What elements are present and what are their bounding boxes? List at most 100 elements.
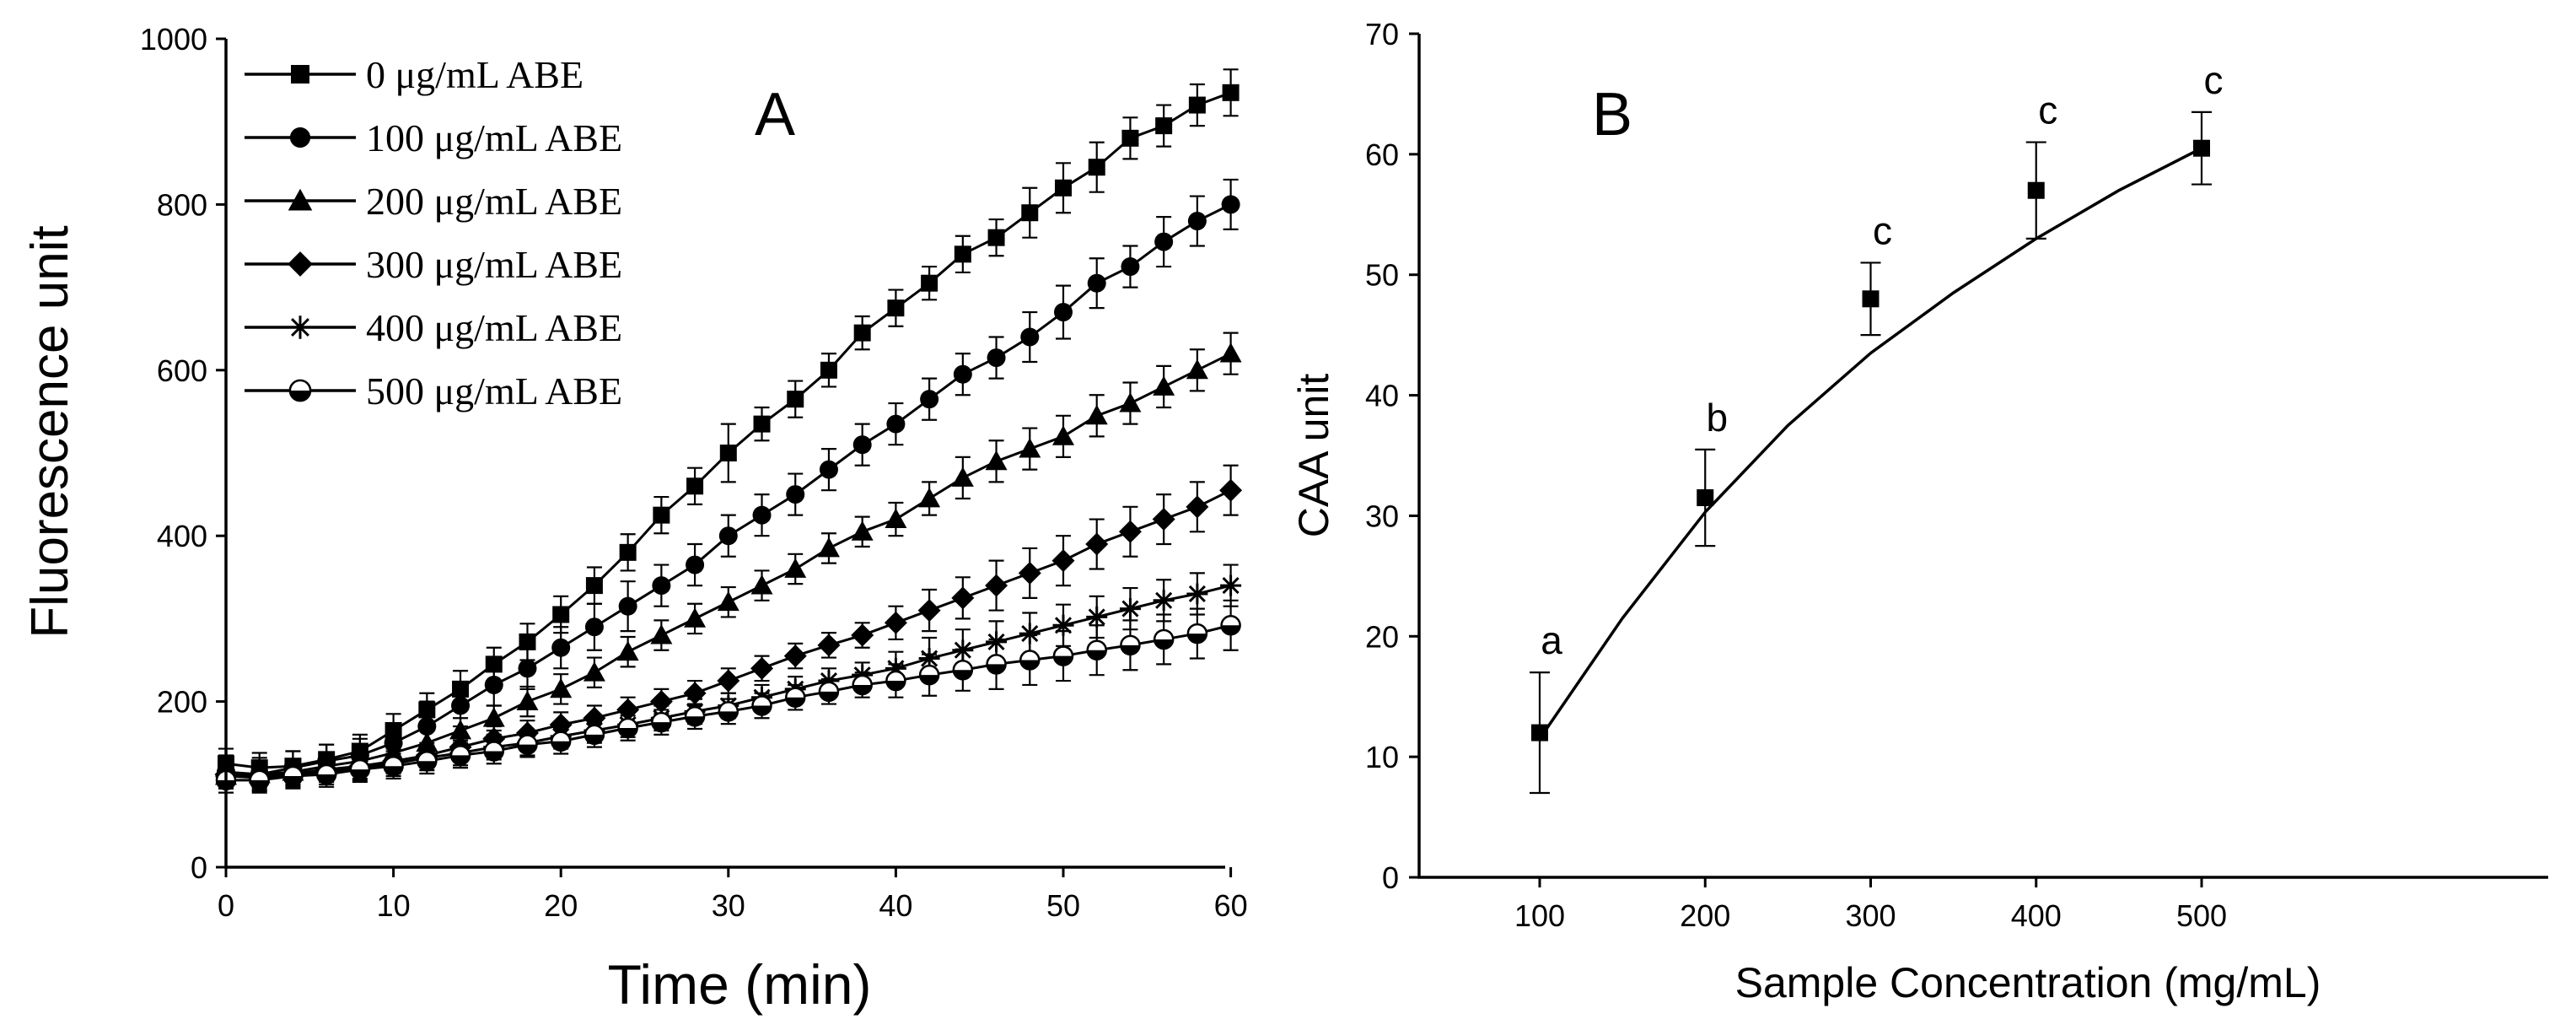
panel-a-data-point — [1021, 204, 1039, 222]
panel-a-data-point — [315, 763, 337, 785]
panel-a-data-point — [584, 617, 604, 637]
panel-a-data-point — [852, 674, 873, 696]
panel-a-data-point — [1054, 303, 1073, 322]
panel-b-y-axis-title: CAA unit — [1290, 374, 1337, 538]
panel-a-data-point — [818, 681, 840, 703]
panel-b-y-tick-label: 10 — [1365, 740, 1399, 774]
panel-a-data-point — [918, 648, 940, 670]
panel-b-x-tick-label: 200 — [1680, 898, 1730, 933]
panel-b-data-point — [1862, 290, 1880, 308]
legend-label: 500 μg/mL ABE — [366, 369, 622, 413]
panel-a-data-point — [817, 537, 840, 558]
legend-label: 300 μg/mL ABE — [366, 243, 622, 286]
panel-a-data-point — [686, 555, 705, 574]
panel-a-x-tick-label: 0 — [218, 888, 234, 923]
panel-a-data-point — [718, 526, 738, 546]
panel-a-data-point — [920, 390, 939, 409]
panel-a-data-point — [853, 324, 871, 342]
panel-b-fit-curve — [1538, 147, 2202, 740]
panel-a-data-point — [750, 574, 773, 595]
legend-marker — [288, 315, 312, 339]
panel-a-data-point — [1152, 508, 1175, 531]
panel-a-data-point — [1087, 273, 1106, 293]
panel-a-data-point — [1187, 212, 1207, 231]
panel-a-data-point — [987, 229, 1005, 246]
panel-b-x-tick-label: 400 — [2011, 898, 2062, 933]
legend-marker — [289, 127, 311, 148]
panel-a-y-tick-label: 400 — [157, 519, 207, 553]
panel-a-data-point — [416, 731, 438, 752]
panel-a-data-point — [616, 698, 640, 721]
panel-a-data-point — [449, 745, 471, 766]
panel-a-data-point — [686, 477, 704, 495]
panel-b-y-tick-label: 30 — [1365, 499, 1399, 533]
panel-a-y-tick-label: 800 — [157, 187, 207, 222]
panel-a-data-point — [1019, 623, 1041, 644]
panel-a-axes: 0 200 400 600 800 1000 0 10 20 30 40 50 60 — [140, 22, 1248, 923]
panel-a-data-point — [986, 631, 1008, 653]
panel-a-chart: 0 200 400 600 800 1000 0 10 20 30 40 50 60 A Time (m… — [21, 22, 1248, 1016]
panel-b-x-tick-label: 100 — [1514, 898, 1565, 933]
panel-a-data-point — [952, 639, 974, 661]
panel-a-data-point — [784, 687, 806, 708]
legend-entry: 100 μg/mL ABE — [245, 116, 622, 159]
panel-a-data-point — [583, 661, 605, 682]
panel-a-data-point — [1052, 645, 1074, 666]
panel-a-data-point — [485, 655, 503, 673]
panel-a-data-point — [1085, 532, 1109, 556]
panel-a-data-point — [551, 638, 571, 657]
panel-a-data-point — [1086, 639, 1107, 661]
panel-b-significance-label: c — [2204, 58, 2224, 102]
legend-entry: 500 μg/mL ABE — [245, 369, 622, 413]
panel-a-data-point — [1119, 598, 1141, 620]
legend-label: 100 μg/mL ABE — [366, 116, 622, 159]
panel-a-data-point — [918, 488, 941, 508]
panel-a-data-point — [249, 769, 270, 791]
panel-a-data-point — [954, 245, 971, 263]
panel-a-data-point — [383, 755, 404, 777]
panel-a-data-point — [921, 274, 938, 292]
panel-a-data-point — [282, 765, 304, 787]
panel-a-data-point — [1120, 634, 1141, 656]
panel-a-data-point — [817, 634, 841, 657]
panel-a-data-point — [1153, 590, 1175, 612]
legend-entry: 400 μg/mL ABE — [245, 306, 622, 349]
legend-entry: 0 μg/mL ABE — [245, 53, 583, 96]
panel-b-significance-labels: a b c c c — [1541, 58, 2223, 662]
panel-a-x-axis-title: Time (min) — [608, 953, 872, 1016]
panel-a-data-point — [886, 414, 906, 434]
panel-a-data-point — [1052, 614, 1074, 636]
panel-a-data-point — [1121, 129, 1139, 147]
panel-a-data-point — [718, 701, 739, 722]
panel-a-data-point — [650, 624, 673, 644]
panel-a-data-point — [1155, 117, 1173, 135]
panel-a-data-point — [616, 640, 639, 661]
panel-a-data-point — [1186, 623, 1208, 644]
panel-a-data-point — [1019, 438, 1041, 458]
panel-b-significance-label: c — [2038, 89, 2057, 132]
panel-a-data-point — [885, 657, 906, 679]
panel-a-data-point — [452, 680, 470, 698]
panel-a-y-tick-label: 600 — [157, 353, 207, 388]
panel-a-data-point — [1186, 359, 1208, 380]
panel-a-data-point — [951, 586, 975, 610]
panel-b-axis-frame — [1417, 34, 2548, 879]
panel-a-data-point — [1121, 257, 1140, 277]
panel-a-data-point — [986, 654, 1007, 675]
panel-a-data-point — [417, 717, 437, 736]
panel-a-data-point — [451, 696, 471, 715]
panel-a-data-point — [753, 415, 771, 433]
panel-a-data-point — [1018, 561, 1041, 585]
panel-b-x-tick-label: 500 — [2176, 898, 2227, 933]
panel-b-letter: B — [1592, 81, 1632, 148]
panel-a-data-point — [885, 670, 906, 692]
panel-a-data-point — [1118, 520, 1142, 543]
panel-a-data-point — [417, 751, 438, 772]
panel-b-y-tick-label: 40 — [1365, 379, 1399, 413]
panel-a-data-point — [550, 731, 572, 752]
panel-a-x-tick-label: 60 — [1214, 888, 1248, 923]
panel-a-y-tick-label: 0 — [191, 850, 207, 885]
panel-a-markers — [214, 84, 1243, 791]
panel-a-legend: 0 μg/mL ABE 100 μg/mL ABE 200 μg/mL ABE 300… — [245, 53, 622, 413]
